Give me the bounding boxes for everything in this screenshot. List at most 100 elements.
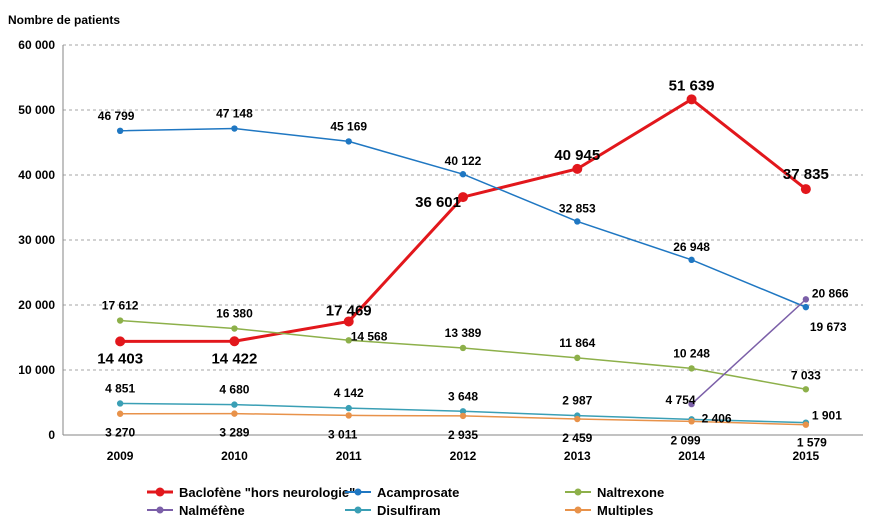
legend-item-5: Multiples bbox=[565, 503, 653, 516]
legend-item-5-swatch-marker bbox=[574, 506, 582, 514]
legend-item-4-swatch-marker bbox=[354, 506, 362, 514]
series-0-point bbox=[572, 163, 583, 174]
series-0-point bbox=[115, 336, 126, 347]
series-5-data-label: 2 099 bbox=[671, 433, 701, 447]
series-0-point bbox=[686, 94, 697, 105]
data-labels-group: 14 403 14 422 17 469 36 601 40 945 51 639 37 8… bbox=[97, 77, 849, 449]
y-tick-label: 30 000 bbox=[18, 233, 55, 247]
y-tick-label: 10 000 bbox=[18, 363, 55, 377]
y-tick-label: 60 000 bbox=[18, 38, 55, 52]
series-5-point bbox=[574, 415, 581, 423]
series-1-data-label: 19 673 bbox=[810, 320, 847, 334]
series-1-point bbox=[802, 303, 810, 311]
series-3-data-label: 20 866 bbox=[812, 286, 849, 300]
series-1-point bbox=[688, 256, 695, 264]
series-0-data-label: 40 945 bbox=[554, 147, 600, 164]
x-tick-label: 2009 bbox=[107, 449, 134, 463]
series-5-data-label: 3 011 bbox=[328, 427, 358, 441]
legend-item-1-label: Acamprosate bbox=[377, 485, 459, 500]
legend-item-1-swatch-marker bbox=[354, 488, 362, 496]
series-0-data-label: 36 601 bbox=[415, 194, 461, 211]
y-axis-title: Nombre de patients bbox=[8, 13, 120, 27]
legend-item-3: Nalméfène bbox=[147, 503, 245, 516]
legend-item-2-swatch-marker bbox=[574, 488, 582, 496]
legend-item-0-swatch-marker bbox=[155, 487, 165, 497]
x-tick-label: 2011 bbox=[336, 449, 362, 463]
series-2-point bbox=[345, 337, 352, 344]
series-5-point bbox=[345, 412, 352, 419]
x-tick-label: 2013 bbox=[564, 449, 591, 463]
legend-item-2: Naltrexone bbox=[565, 485, 664, 500]
series-3-point bbox=[688, 400, 695, 408]
series-5-point bbox=[688, 418, 695, 425]
series-0-data-label: 51 639 bbox=[669, 77, 715, 94]
series-3-point bbox=[802, 296, 810, 303]
series-5-data-label: 2 935 bbox=[448, 428, 478, 442]
grid-lines bbox=[63, 44, 863, 371]
series-2-data-label: 11 864 bbox=[559, 336, 595, 350]
y-tick-labels: 0 10 000 20 000 30 000 40 000 50 000 60 000 bbox=[18, 38, 55, 442]
series-2-point bbox=[802, 386, 810, 393]
series-0-data-label: 14 422 bbox=[211, 350, 257, 367]
series-2-data-label: 7 033 bbox=[791, 368, 821, 382]
series-1-data-label: 40 122 bbox=[445, 154, 482, 168]
series-4-data-label: 2 406 bbox=[702, 411, 732, 425]
series-0-point bbox=[458, 192, 468, 203]
series-4-data-label: 4 851 bbox=[105, 381, 135, 395]
y-tick-label: 20 000 bbox=[18, 298, 55, 312]
series-1-data-label: 45 169 bbox=[330, 119, 367, 133]
series-5-point bbox=[459, 412, 467, 420]
series-4-data-label: 4 142 bbox=[334, 386, 364, 400]
series-5-data-label: 1 579 bbox=[797, 436, 827, 450]
series-1-point bbox=[231, 125, 238, 132]
x-tick-labels: 2009 2010 2011 2012 2013 2014 2015 bbox=[107, 449, 820, 463]
series-4-data-label: 3 648 bbox=[448, 389, 478, 403]
series-5-data-label: 3 289 bbox=[219, 426, 249, 440]
series-group bbox=[115, 94, 811, 428]
series-4-data-label: 1 901 bbox=[812, 409, 842, 423]
series-1-point bbox=[459, 171, 467, 178]
axes bbox=[62, 45, 863, 436]
series-2-point bbox=[688, 365, 695, 372]
series-5-data-label: 2 459 bbox=[562, 431, 592, 445]
series-4-point bbox=[231, 401, 238, 408]
y-tick-label: 40 000 bbox=[18, 168, 55, 182]
y-tick-label: 50 000 bbox=[18, 103, 55, 117]
series-4-data-label: 4 680 bbox=[219, 383, 249, 397]
series-2-data-label: 13 389 bbox=[445, 326, 482, 340]
series-1-data-label: 46 799 bbox=[98, 109, 135, 123]
legend-item-5-label: Multiples bbox=[597, 503, 653, 516]
series-1-point bbox=[116, 127, 124, 135]
series-0-point bbox=[343, 316, 354, 327]
series-1-data-label: 32 853 bbox=[559, 201, 596, 215]
series-1-point bbox=[574, 218, 581, 225]
x-tick-label: 2014 bbox=[678, 449, 705, 463]
series-4-data-label: 2 987 bbox=[562, 394, 592, 408]
x-tick-label: 2015 bbox=[793, 449, 820, 463]
series-2-point bbox=[116, 317, 124, 324]
legend-item-4-label: Disulfiram bbox=[377, 503, 441, 516]
series-5-point bbox=[231, 410, 238, 417]
legend-item-0: Baclofène "hors neurologie" bbox=[147, 485, 355, 500]
x-tick-label: 2012 bbox=[450, 449, 477, 463]
series-0-line bbox=[120, 97, 807, 343]
y-tick-label: 0 bbox=[48, 428, 55, 442]
series-2-point bbox=[574, 354, 581, 362]
series-2-data-label: 17 612 bbox=[102, 299, 139, 313]
series-5-point bbox=[116, 410, 124, 417]
legend-item-3-label: Nalméfène bbox=[179, 503, 245, 516]
series-3-line bbox=[691, 298, 807, 405]
series-0-data-label: 37 835 bbox=[783, 166, 829, 183]
series-1-data-label: 26 948 bbox=[673, 240, 710, 254]
legend-item-3-swatch-marker bbox=[156, 506, 164, 514]
series-0-data-label: 17 469 bbox=[326, 302, 372, 319]
series-2-point bbox=[231, 325, 238, 332]
series-2-data-label: 10 248 bbox=[673, 346, 710, 360]
series-2-data-label: 14 568 bbox=[351, 329, 388, 343]
legend-item-4: Disulfiram bbox=[345, 503, 441, 516]
legend-item-0-label: Baclofène "hors neurologie" bbox=[179, 485, 355, 500]
series-1-point bbox=[345, 138, 352, 145]
series-5-data-label: 3 270 bbox=[105, 426, 135, 440]
series-4-point bbox=[345, 404, 352, 412]
